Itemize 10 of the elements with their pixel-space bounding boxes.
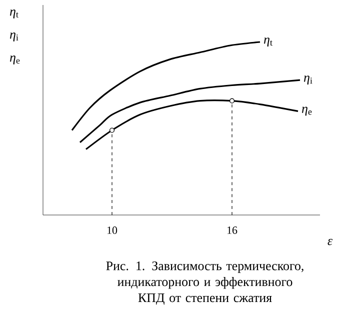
text: η$_{i}$ — [10, 32, 18, 42]
text: Рис. 1. Зависимость термического, индикаторного и эффективного КПД от степени сжатия — [106, 262, 304, 305]
text: η$_{e}$ — [10, 56, 20, 64]
text: η$_{t}$ — [10, 10, 18, 18]
x-tick-label: 16 — [227, 226, 238, 234]
x-tick-label: 10 — [107, 226, 118, 234]
series-label: η$_{e}$ — [302, 106, 312, 116]
series-label: η$_{i}$ — [304, 76, 312, 85]
x-axis-title: ε — [328, 238, 333, 246]
series-label: η$_{t}$ — [264, 38, 272, 46]
